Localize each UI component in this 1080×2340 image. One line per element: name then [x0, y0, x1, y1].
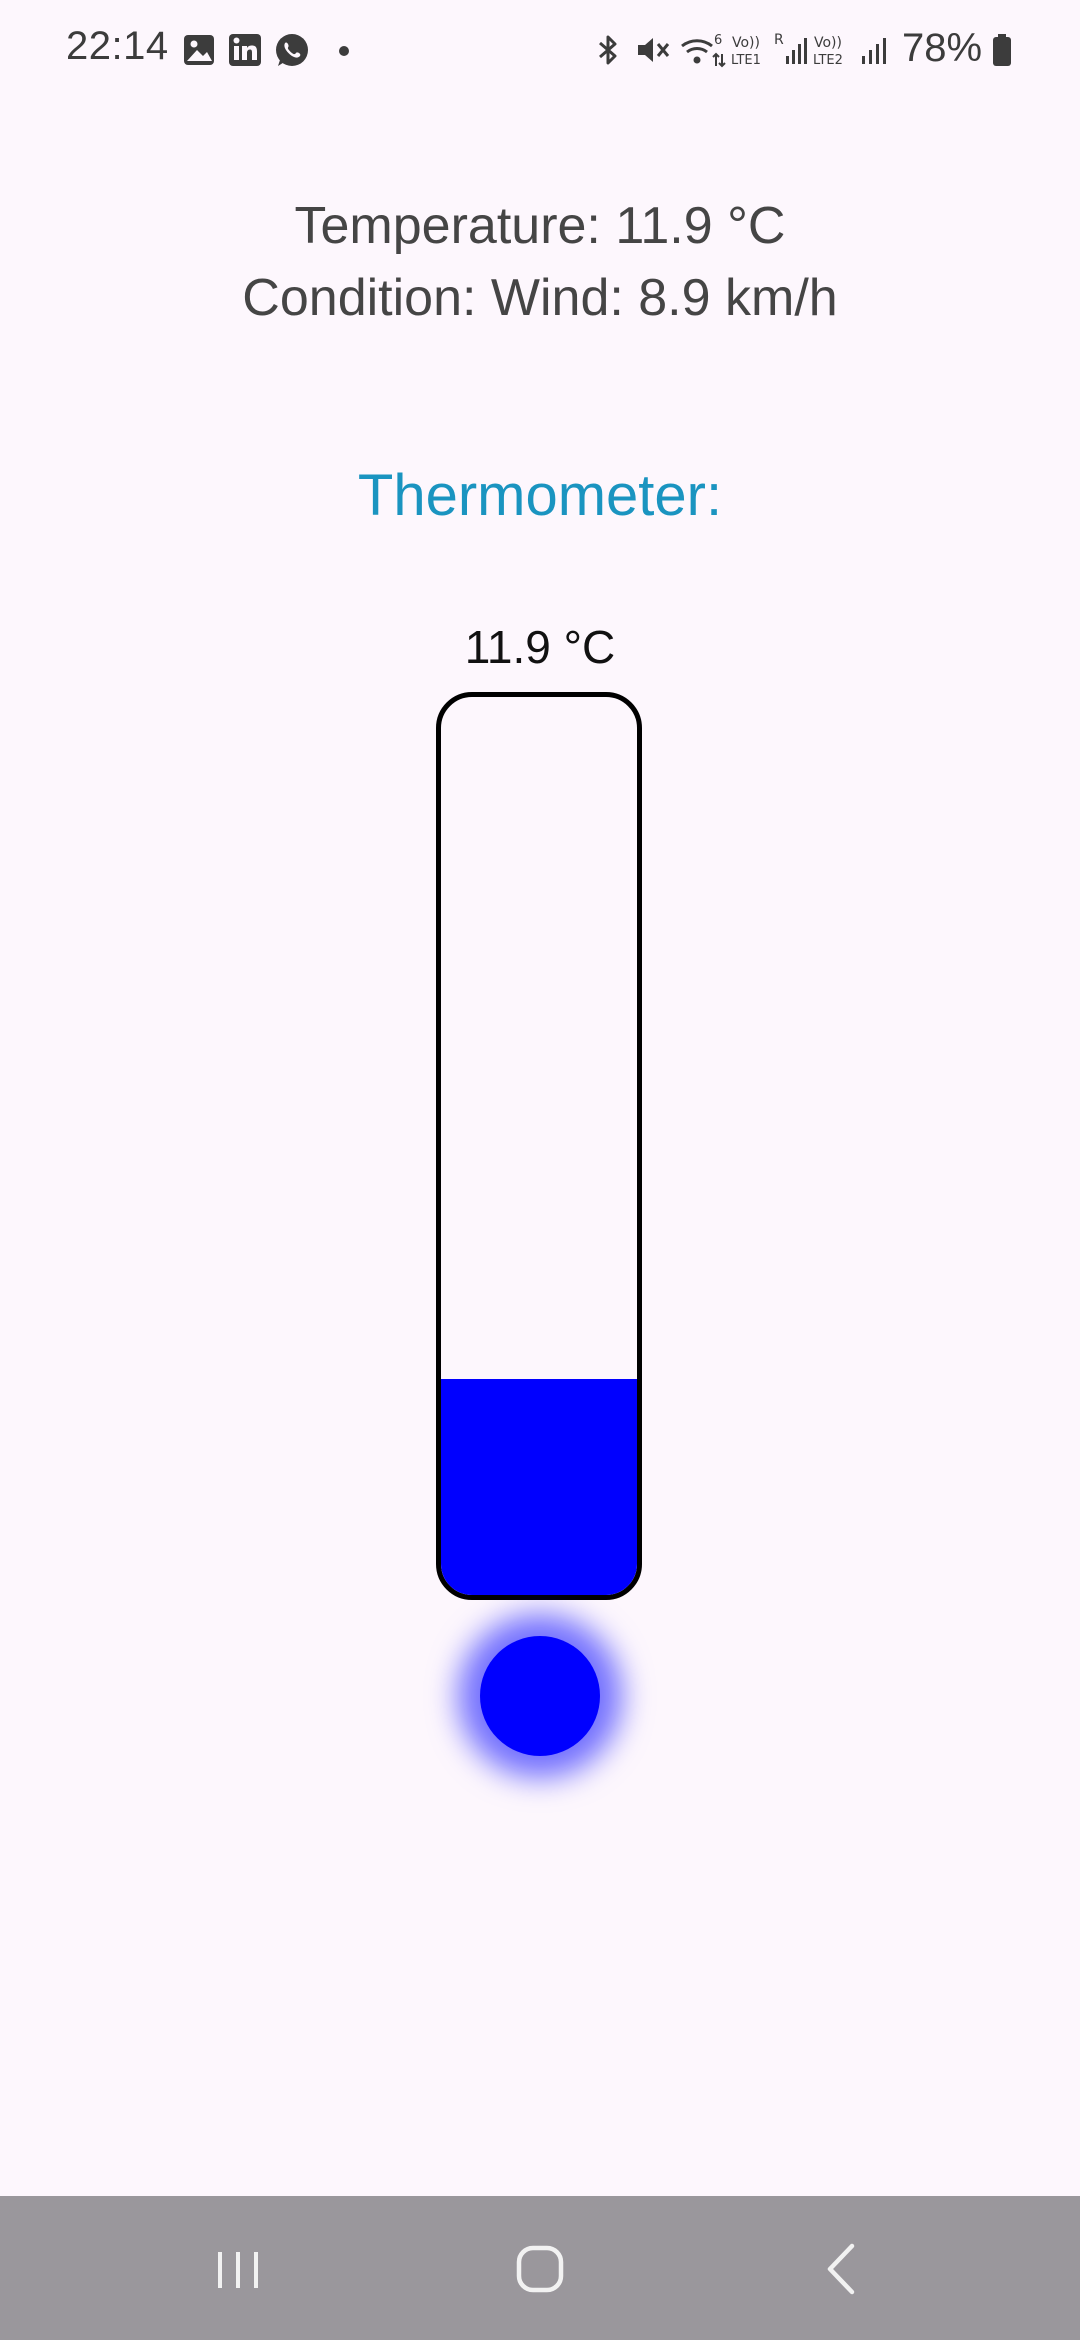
temperature-text: Temperature: 11.9 °C [294, 197, 786, 255]
whatsapp-icon [276, 34, 308, 66]
recent-apps-icon[interactable] [198, 2234, 278, 2304]
navigation-bar [0, 2196, 1080, 2340]
gallery-icon [184, 35, 214, 65]
thermometer-fill [441, 1379, 637, 1595]
svg-text:R: R [774, 32, 784, 48]
svg-text:Vo)): Vo)) [732, 35, 760, 51]
battery-percent: 78% [902, 26, 983, 70]
wifi-6-icon: 6 [681, 33, 726, 68]
wifi-6-label: 6 [714, 33, 722, 48]
linkedin-icon [229, 34, 261, 66]
dot-icon [339, 46, 349, 56]
battery-icon [993, 34, 1011, 66]
svg-text:LTE1: LTE1 [731, 53, 761, 68]
mute-icon [638, 38, 670, 62]
condition-text: Condition: Wind: 8.9 km/h [242, 269, 838, 327]
svg-text:LTE2: LTE2 [813, 53, 843, 68]
thermometer-heading: Thermometer: [357, 463, 723, 528]
svg-text:Vo)): Vo)) [814, 35, 842, 51]
status-time: 22:14 [66, 24, 169, 68]
thermometer-tube [436, 692, 642, 1600]
signal-icon [862, 38, 886, 64]
thermometer-bulb [480, 1636, 600, 1756]
volte-lte1-icon: Vo)) LTE1 [731, 35, 761, 68]
volte-lte2-icon: Vo)) LTE2 [813, 35, 843, 68]
back-icon[interactable] [802, 2234, 882, 2304]
home-icon[interactable] [500, 2234, 580, 2304]
bluetooth-icon [599, 35, 617, 65]
thermometer-reading: 11.9 °C [464, 621, 616, 673]
status-bar: 22:14 6 Vo)) LTE1 [0, 0, 1080, 100]
signal-roaming-icon: R [774, 32, 807, 64]
